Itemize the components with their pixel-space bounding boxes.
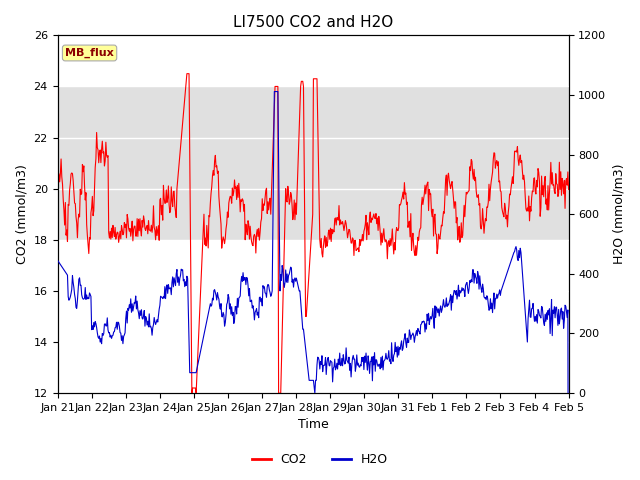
Text: MB_flux: MB_flux <box>65 48 114 58</box>
Legend: CO2, H2O: CO2, H2O <box>247 448 393 471</box>
Y-axis label: H2O (mmol/m3): H2O (mmol/m3) <box>612 164 625 264</box>
X-axis label: Time: Time <box>298 419 328 432</box>
Y-axis label: CO2 (mmol/m3): CO2 (mmol/m3) <box>15 164 28 264</box>
Title: LI7500 CO2 and H2O: LI7500 CO2 and H2O <box>233 15 393 30</box>
Bar <box>58 86 568 240</box>
